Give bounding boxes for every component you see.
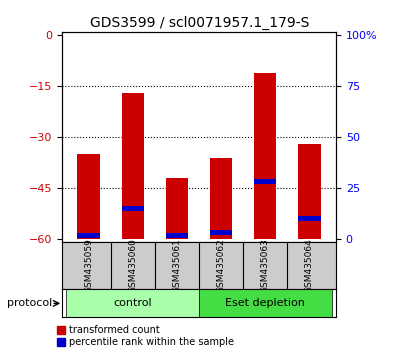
Text: control: control (113, 298, 152, 308)
Text: GSM435061: GSM435061 (172, 238, 182, 293)
Text: GSM435064: GSM435064 (305, 238, 314, 293)
Bar (122, 93, 144, 239)
Text: GSM435063: GSM435063 (261, 238, 270, 293)
Bar (254, 73, 276, 239)
Legend: transformed count, percentile rank within the sample: transformed count, percentile rank withi… (57, 325, 234, 347)
Bar (78, 154, 100, 239)
Text: Eset depletion: Eset depletion (225, 298, 305, 308)
Text: protocol: protocol (7, 298, 52, 308)
Bar (298, 144, 320, 239)
Text: GSM435062: GSM435062 (216, 238, 226, 293)
Bar (78, 233, 100, 238)
Bar (298, 216, 320, 221)
Text: GSM435059: GSM435059 (84, 238, 93, 293)
Bar (254, 179, 276, 184)
Bar (166, 233, 188, 238)
Bar (199, 289, 332, 317)
Text: GDS3599 / scl0071957.1_179-S: GDS3599 / scl0071957.1_179-S (90, 16, 310, 30)
Bar (210, 230, 232, 235)
Bar (122, 206, 144, 211)
Bar (210, 158, 232, 239)
Bar (166, 178, 188, 239)
Text: GSM435060: GSM435060 (128, 238, 137, 293)
Bar (66, 289, 199, 317)
